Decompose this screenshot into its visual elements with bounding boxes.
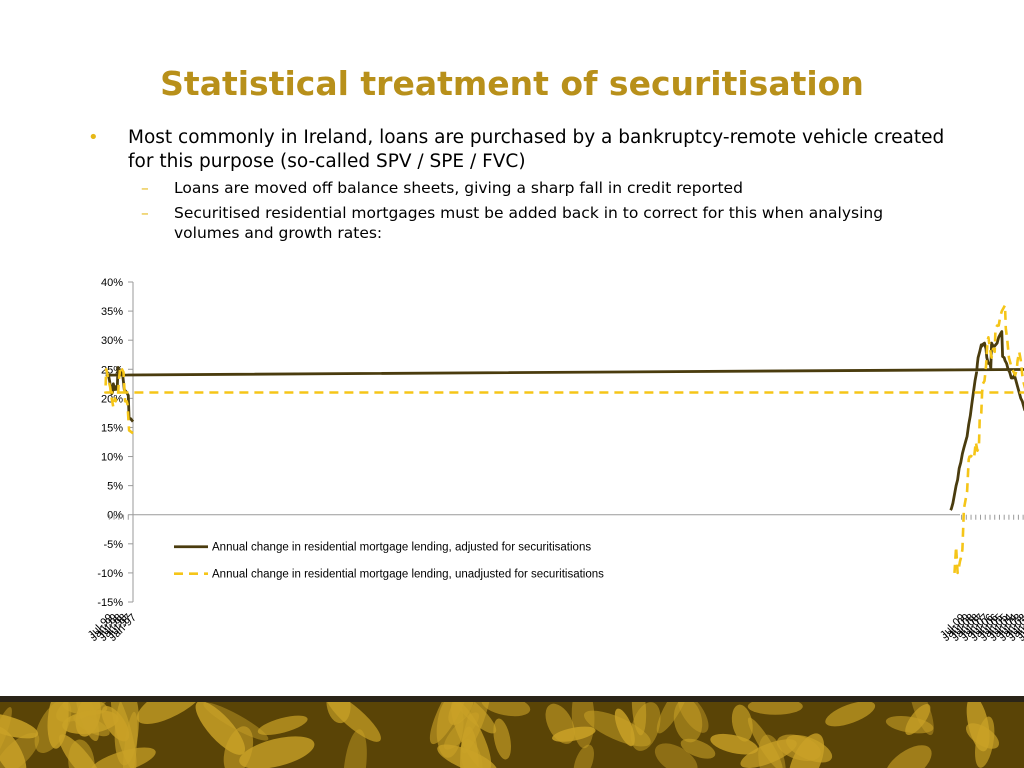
footer-divider: [0, 696, 1024, 702]
leaf-shape: [136, 702, 206, 724]
leaf-shape: [203, 702, 269, 741]
leaf-shape: [325, 702, 381, 742]
y-tick-label: -15%: [97, 597, 123, 609]
leaf-shape: [571, 702, 595, 749]
leaf-shape: [758, 734, 786, 768]
y-tick-label: 15%: [101, 422, 123, 434]
leaf-shape: [630, 702, 661, 751]
leaf-shape: [101, 706, 130, 742]
leaf-shape: [614, 708, 635, 747]
slide-title: Statistical treatment of securitisation: [160, 64, 864, 103]
leaf-shape: [677, 702, 709, 733]
leaf-shape: [747, 702, 803, 715]
leaf-shape: [884, 745, 932, 768]
leaf-shape: [776, 734, 821, 761]
leaf-shape: [223, 726, 254, 768]
leaf-shape: [429, 702, 472, 745]
leaf-shape: [909, 702, 934, 736]
leaf-shape: [673, 702, 703, 743]
y-tick-label: 35%: [101, 306, 123, 318]
y-tick-label: 30%: [101, 335, 123, 347]
leaf-shape: [825, 702, 876, 727]
leaf-shape: [73, 714, 110, 737]
leaf-shape: [343, 729, 367, 768]
leaf-shape: [0, 712, 39, 739]
bullet-icon: •: [88, 127, 99, 148]
footer-leaf-pattern: [0, 702, 1024, 768]
series-unadjusted-line: [104, 304, 1024, 575]
leaf-shape: [656, 702, 690, 734]
y-tick-label: -10%: [97, 568, 123, 580]
legend-label: Annual change in residential mortgage le…: [212, 542, 591, 554]
bullet-main-text: Most commonly in Ireland, loans are purc…: [128, 127, 945, 172]
leaf-shape: [239, 736, 315, 768]
leaf-shape: [731, 704, 753, 742]
leaf-shape: [493, 718, 511, 760]
leaf-shape: [975, 716, 995, 768]
y-tick-label: 40%: [101, 277, 123, 289]
leaf-shape: [481, 702, 531, 717]
sub-bullet-2-text: Securitised residential mortgages must b…: [174, 204, 884, 242]
series-adjusted-line: [105, 330, 1024, 511]
leaf-shape: [68, 739, 95, 768]
leaf-shape: [573, 744, 594, 768]
sub-bullet-1-text: Loans are moved off balance sheets, givi…: [174, 179, 743, 197]
leaf-shape: [47, 702, 69, 749]
y-tick-label: -5%: [103, 539, 123, 551]
leaf-shape: [0, 707, 12, 762]
mortgage-lending-chart: -15%-10%-5%0%5%10%15%20%25%30%35%40%Jan-…: [86, 277, 1024, 644]
dash-icon: –: [141, 179, 149, 197]
dash-icon: –: [141, 204, 149, 222]
y-tick-label: 10%: [101, 452, 123, 464]
leaf-shape: [885, 716, 934, 734]
x-tick-label: Jul-01: [1014, 612, 1024, 642]
leaf-shape: [680, 738, 716, 759]
leaf-shape: [460, 739, 483, 768]
leaf-shape: [0, 726, 27, 768]
leaf-shape: [257, 715, 308, 735]
leaf-shape: [461, 702, 491, 754]
y-tick-label: 5%: [107, 481, 123, 493]
leaf-shape: [0, 732, 40, 768]
legend-label: Annual change in residential mortgage le…: [212, 569, 604, 581]
leaf-shape: [545, 703, 575, 744]
